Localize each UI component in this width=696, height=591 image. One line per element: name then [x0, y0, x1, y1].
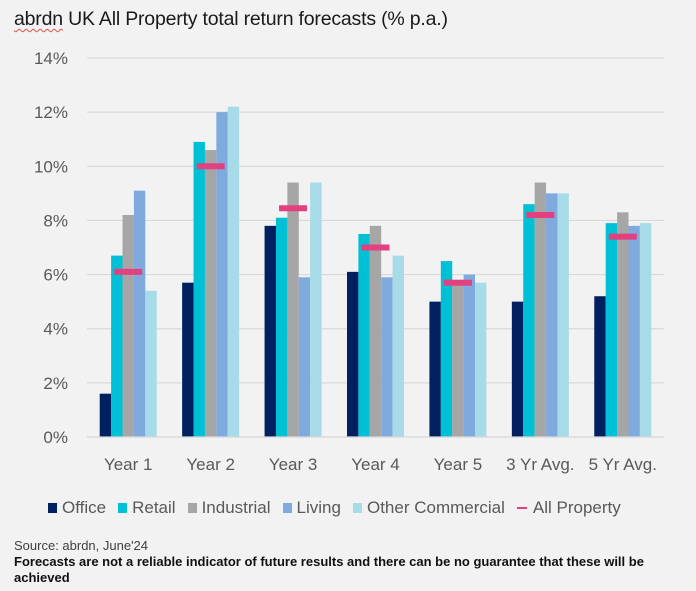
marker-all-property: [279, 205, 308, 212]
bar-retail: [193, 141, 205, 437]
bar-office: [99, 393, 112, 437]
bar-living: [628, 225, 640, 437]
title-text: UK All Property total return forecasts (…: [62, 8, 448, 30]
bar-other-commercial: [145, 290, 157, 437]
y-tick-label: 14%: [34, 49, 68, 68]
legend-item: Other Commercial: [352, 498, 505, 518]
bar-industrial: [617, 212, 629, 437]
marker-all-property: [361, 244, 390, 251]
y-tick-label: 4%: [43, 320, 68, 339]
bar-retail: [440, 261, 453, 437]
x-tick-label: Year 3: [269, 455, 318, 474]
marker-all-property: [526, 212, 555, 219]
x-tick-label: Year 4: [351, 455, 400, 474]
x-tick-label: 3 Yr Avg.: [506, 455, 574, 474]
y-tick-label: 6%: [43, 266, 68, 285]
bar-living: [133, 190, 146, 437]
legend-item: Industrial: [187, 498, 271, 518]
y-tick-label: 10%: [34, 157, 68, 176]
legend-label: Living: [296, 498, 341, 517]
legend-dash: [516, 507, 527, 509]
legend-swatch: [187, 503, 197, 513]
bar-office: [429, 301, 441, 437]
bar-industrial: [534, 182, 547, 437]
bar-living: [546, 193, 558, 437]
y-tick-label: 0%: [43, 428, 68, 447]
legend: Office Retail Industrial Living Other Commer…: [48, 498, 633, 518]
chart-title: abrdn UK All Property total return forec…: [14, 8, 448, 31]
legend-item: Office: [48, 498, 106, 518]
bar-living: [216, 112, 228, 438]
bar-retail: [523, 204, 535, 437]
bar-living: [463, 274, 476, 437]
legend-swatch: [118, 503, 128, 513]
bar-other-commercial: [475, 282, 487, 437]
bar-retail: [111, 255, 123, 437]
bar-industrial: [452, 279, 464, 437]
bar-office: [347, 271, 359, 437]
legend-swatch: [282, 503, 292, 513]
legend-label: All Property: [532, 498, 621, 517]
legend-item: All Property: [516, 498, 621, 518]
bar-office: [594, 296, 606, 437]
x-tick-label: 5 Yr Avg.: [589, 455, 657, 474]
bar-office: [182, 282, 194, 437]
bar-office: [511, 301, 524, 437]
legend-swatch: [48, 503, 57, 513]
bar-industrial: [122, 215, 134, 437]
bar-retail: [605, 223, 618, 437]
x-tick-label: Year 5: [434, 455, 483, 474]
bar-other-commercial: [557, 193, 569, 437]
y-tick-label: 12%: [34, 103, 68, 122]
marker-all-property: [443, 279, 472, 286]
marker-all-property: [114, 268, 143, 275]
bar-retail: [358, 233, 370, 437]
disclaimer-note: Forecasts are not a reliable indicator o…: [14, 554, 644, 585]
bar-other-commercial: [227, 106, 240, 437]
legend-swatch: [352, 503, 362, 513]
y-tick-label: 2%: [43, 374, 68, 393]
legend-item: Living: [282, 498, 341, 518]
bar-office: [264, 225, 276, 437]
x-tick-label: Year 1: [104, 455, 153, 474]
bar-industrial: [369, 225, 382, 437]
bar-other-commercial: [310, 182, 322, 437]
title-brand: abrdn: [14, 8, 63, 30]
bar-other-commercial: [639, 223, 652, 437]
legend-item: Retail: [118, 498, 176, 518]
marker-all-property: [608, 233, 637, 240]
bar-living: [381, 277, 393, 437]
marker-all-property: [196, 163, 225, 170]
y-tick-label: 8%: [43, 211, 68, 230]
bar-retail: [275, 217, 288, 437]
bar-living: [298, 277, 311, 437]
bar-industrial: [287, 182, 299, 437]
source-note: Source: abrdn, June'24: [14, 538, 149, 553]
legend-label: Office: [62, 498, 107, 517]
legend-label: Industrial: [201, 498, 271, 517]
legend-label: Retail: [132, 498, 176, 517]
chart-plot: 0% 2% 4% 6% 8% 10% 12% 14% Year 1 Year 2 Year 3 Yea…: [34, 49, 664, 474]
legend-label: Other Commercial: [366, 498, 505, 517]
bar-other-commercial: [392, 255, 404, 437]
x-tick-label: Year 2: [186, 455, 235, 474]
bar-industrial: [204, 150, 217, 438]
